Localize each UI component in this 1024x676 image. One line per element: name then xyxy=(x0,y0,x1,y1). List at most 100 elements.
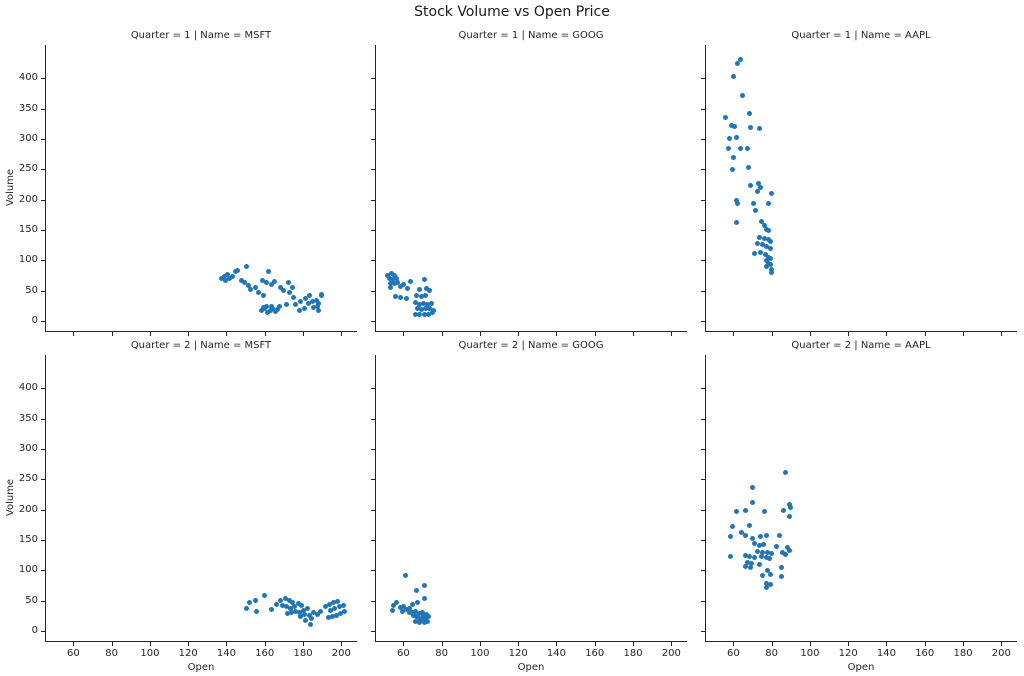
y-tickmark xyxy=(371,600,375,602)
data-point xyxy=(768,239,774,245)
x-tickmark xyxy=(479,332,481,336)
y-tickmark xyxy=(41,448,45,450)
data-point xyxy=(763,584,769,590)
data-point xyxy=(332,606,338,612)
data-point xyxy=(315,300,321,306)
data-point xyxy=(730,154,736,160)
x-tickmark xyxy=(341,332,343,336)
data-point xyxy=(398,605,404,611)
x-tick-label: 160 xyxy=(585,648,605,659)
data-point xyxy=(391,281,397,287)
x-tickmark xyxy=(633,642,635,646)
data-point xyxy=(764,258,770,264)
data-point xyxy=(738,145,744,151)
data-point xyxy=(284,610,290,616)
x-tickmark xyxy=(1001,642,1003,646)
data-point xyxy=(340,602,346,608)
x-tickmark xyxy=(809,332,811,336)
data-point xyxy=(740,92,746,98)
data-point xyxy=(413,608,419,614)
data-point xyxy=(779,574,785,580)
data-point xyxy=(267,307,273,313)
data-point xyxy=(286,597,292,603)
data-point xyxy=(781,507,787,513)
x-tick-label: 140 xyxy=(876,648,896,659)
y-axis-label: Volume xyxy=(4,168,16,206)
data-point xyxy=(394,600,400,606)
x-tick-label: 100 xyxy=(800,648,820,659)
data-point xyxy=(769,550,775,556)
data-point xyxy=(431,308,437,314)
y-tickmark xyxy=(371,448,375,450)
data-point xyxy=(748,182,754,188)
data-point xyxy=(742,507,748,513)
data-point xyxy=(767,245,773,251)
data-point xyxy=(269,606,275,612)
data-point xyxy=(310,304,316,310)
data-point xyxy=(748,565,754,571)
x-tickmark xyxy=(226,642,228,646)
data-point xyxy=(390,276,396,282)
data-point xyxy=(293,302,299,308)
data-point xyxy=(403,295,409,301)
x-tickmark xyxy=(924,642,926,646)
data-point xyxy=(747,111,753,117)
data-point xyxy=(260,304,266,310)
data-point xyxy=(388,271,394,277)
data-point xyxy=(425,614,431,620)
data-point xyxy=(769,190,775,196)
y-tickmark xyxy=(701,509,705,511)
y-tickmark xyxy=(41,418,45,420)
x-tickmark xyxy=(111,332,113,336)
x-tick-label: 120 xyxy=(838,648,858,659)
data-point xyxy=(226,276,232,282)
x-tickmark xyxy=(403,332,405,336)
data-point xyxy=(278,597,284,603)
data-point xyxy=(768,266,774,272)
data-point xyxy=(420,300,426,306)
x-tick-label: 200 xyxy=(331,648,351,659)
x-tickmark xyxy=(303,642,305,646)
y-tickmark xyxy=(701,78,705,80)
y-tickmark xyxy=(371,78,375,80)
data-point xyxy=(752,250,758,256)
data-point xyxy=(423,293,429,299)
data-point xyxy=(761,223,767,228)
x-tickmark xyxy=(441,332,443,336)
data-point xyxy=(756,234,762,240)
data-point xyxy=(248,287,254,293)
data-point xyxy=(328,607,334,613)
data-point xyxy=(416,301,422,307)
data-point xyxy=(768,571,774,577)
data-point xyxy=(423,306,429,312)
data-point xyxy=(417,287,423,293)
facet-axes-0 xyxy=(45,45,357,332)
data-point xyxy=(392,294,398,300)
data-point xyxy=(235,268,241,274)
y-tick-label: 150 xyxy=(18,533,38,545)
x-tick-label: 200 xyxy=(661,648,681,659)
data-point xyxy=(393,275,399,281)
y-tickmark xyxy=(371,539,375,541)
data-point xyxy=(766,201,772,207)
data-point xyxy=(390,602,396,608)
data-point xyxy=(414,293,420,299)
data-point xyxy=(289,284,295,290)
facet-title-4: Quarter = 2 | Name = GOOG xyxy=(458,340,604,351)
data-point xyxy=(733,508,739,514)
data-point xyxy=(265,268,271,274)
data-point xyxy=(425,311,431,317)
data-point xyxy=(410,609,416,615)
y-tickmark xyxy=(41,388,45,390)
y-axis-label: Volume xyxy=(4,478,16,516)
data-point xyxy=(768,261,774,267)
data-point xyxy=(749,560,755,566)
data-point xyxy=(244,263,250,269)
data-point xyxy=(413,618,419,624)
y-tickmark xyxy=(371,509,375,511)
facet-axes-4 xyxy=(375,355,687,642)
data-point xyxy=(273,601,279,607)
x-tick-label: 60 xyxy=(396,648,410,659)
data-point xyxy=(760,572,766,578)
data-point xyxy=(300,607,306,613)
